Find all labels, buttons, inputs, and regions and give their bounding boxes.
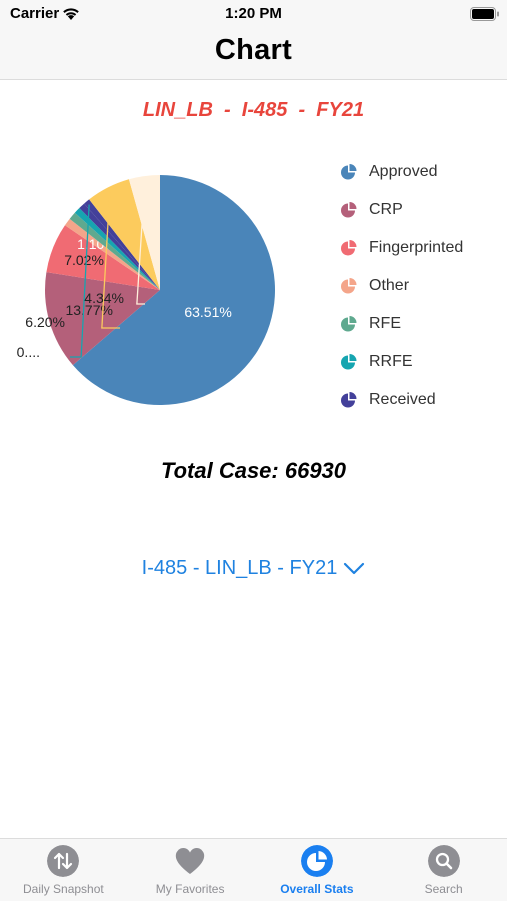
legend-label: RRFE [369,353,413,370]
status-time: 1:20 PM [225,5,282,22]
tab-overall-stats[interactable]: Overall Stats [254,839,381,901]
case-type-selector[interactable]: I-485 - LIN_LB - FY21 [0,557,507,580]
chart-title: LIN_LB - I-485 - FY21 [142,99,365,121]
pie-legend-icon [341,202,357,218]
arrows-up-down-icon [47,845,80,877]
wifi-icon [63,8,79,20]
pie-outer-label: 4.34% [84,290,124,306]
tab-daily-snapshot[interactable]: Daily Snapshot [0,839,127,901]
navigation-bar: Chart [0,28,507,80]
pie-slice-approved[interactable] [72,175,276,406]
pie-outer-label: 6.20% [25,314,65,330]
legend-label: Received [369,391,436,408]
pie-legend-icon [341,164,357,180]
pie-slice-slice-c[interactable] [128,175,160,290]
legend-label: CRP [369,201,403,218]
pie-slice-label: 63.51% [184,304,231,320]
pie-slice-rfe[interactable] [69,212,160,290]
pie-legend-icon [341,316,357,332]
chevron-down-icon [344,562,365,575]
legend-item-received: Received [340,381,463,419]
pie-leader-line [136,179,146,305]
legend-item-rrfe: RRFE [340,343,463,381]
pie-slice-other[interactable] [64,218,160,290]
selector-label: I-485 - LIN_LB - FY21 [141,557,338,579]
pie-legend-icon [341,240,357,256]
battery-icon [470,7,499,21]
heart-icon [175,848,205,874]
tab-label: Search [424,882,463,896]
legend-label: Fingerprinted [369,239,464,256]
chart-legend: Approved CRP Fingerprinted Other RFE RRFE Rece… [340,153,463,419]
tab-search[interactable]: Search [380,839,507,901]
tab-bar: Daily Snapshot My Favorites Overall Stat… [0,838,507,901]
pie-slice-slice-a[interactable] [84,199,160,290]
legend-label: RFE [369,315,401,332]
legend-label: Approved [369,163,438,180]
pie-chart[interactable]: 63.51%13.77%7.02%1.10%0....6.20%4.34% [0,140,330,420]
tab-label: Overall Stats [280,882,354,896]
pie-legend-icon [341,278,357,294]
search-icon [427,845,460,877]
status-bar: Carrier 1:20 PM [0,0,507,28]
legend-item-rfe: RFE [340,305,463,343]
pie-leader-line [70,204,90,358]
pie-leader-line [101,190,120,329]
pie-legend-icon [341,392,357,408]
total-case-label: Total Case: 66930 [160,458,347,483]
pie-legend-icon [341,354,357,370]
carrier-label: Carrier [10,5,60,22]
pie-slice-fingerprinted[interactable] [46,225,160,290]
legend-label: Other [369,277,410,294]
tab-label: My Favorites [155,882,225,896]
legend-item-crp: CRP [340,191,463,229]
pie-slice-slice-b[interactable] [89,179,160,290]
pie-slice-label: 13.77% [65,302,112,318]
tab-label: Daily Snapshot [23,882,104,896]
pie-slice-label: 7.02% [64,252,104,268]
legend-item-fingerprinted: Fingerprinted [340,229,463,267]
legend-item-approved: Approved [340,153,463,191]
legend-item-other: Other [340,267,463,305]
pie-chart-icon [300,845,333,877]
pie-outer-label: 0.... [17,344,40,360]
pie-slice-received[interactable] [79,203,160,290]
page-title: Chart [214,34,293,66]
tab-my-favorites[interactable]: My Favorites [127,839,254,901]
